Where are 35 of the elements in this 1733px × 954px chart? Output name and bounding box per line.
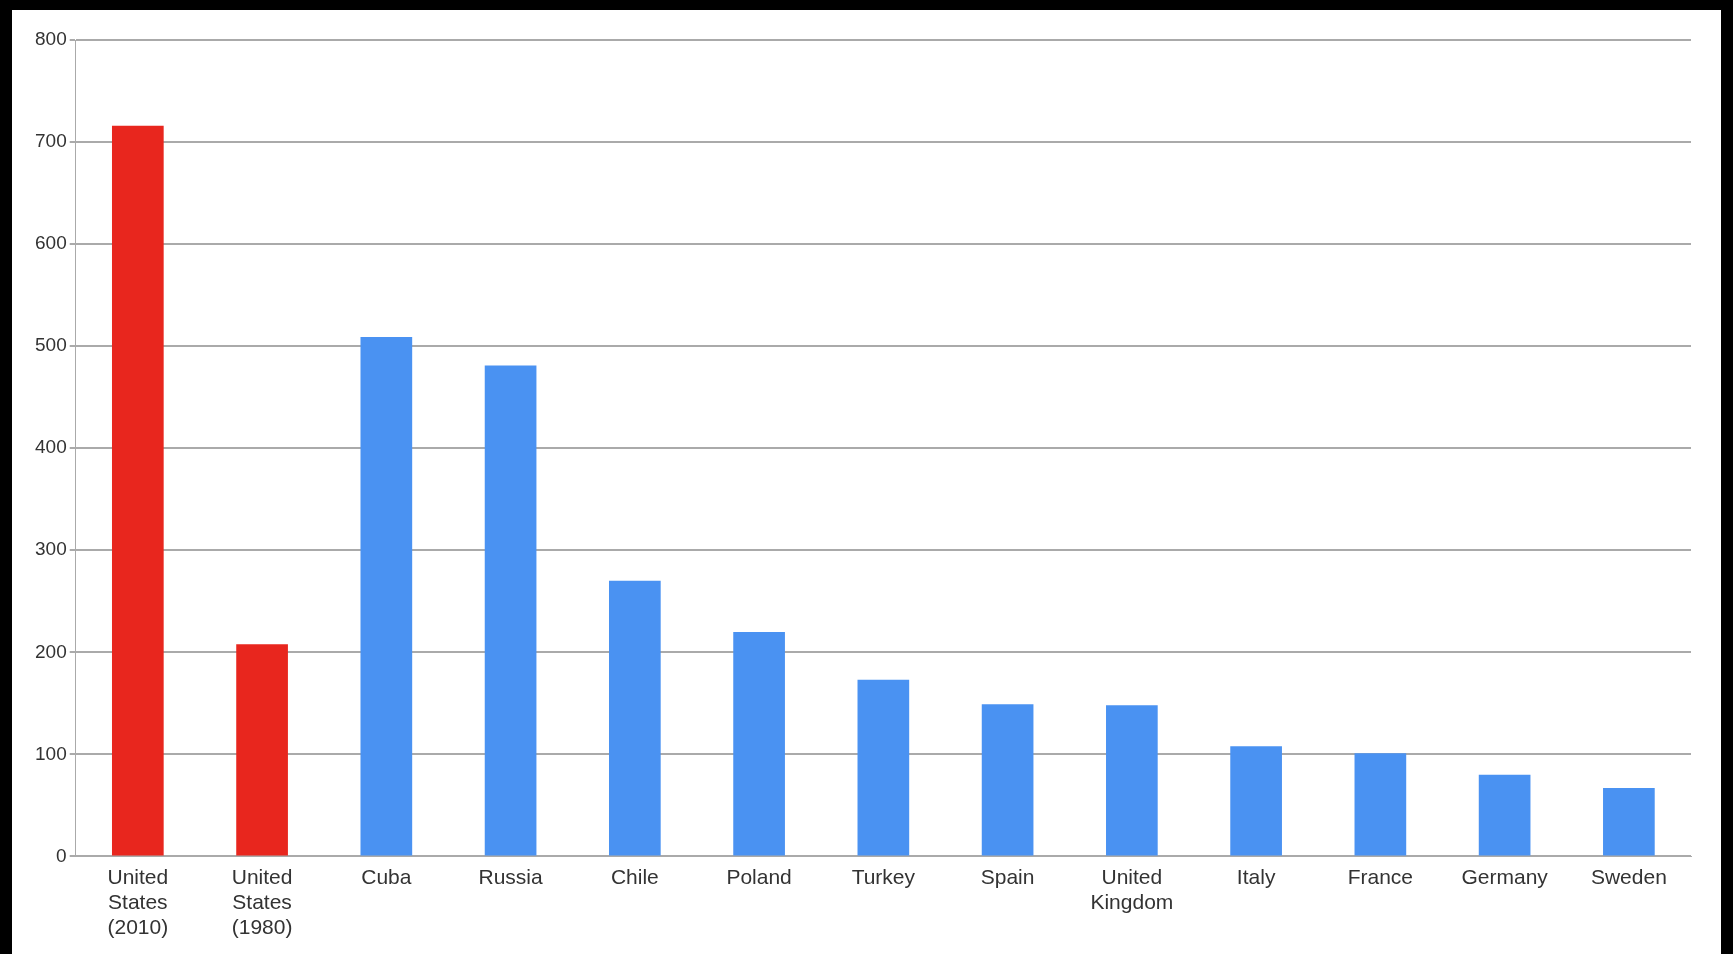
x-tick-label: Italy [1236,864,1276,888]
y-tick-label: 500 [35,334,67,356]
x-tick-label: United States (1980) [231,864,293,939]
x-tick-label: Cuba [361,864,412,888]
bar [857,679,910,856]
y-tick-label: 300 [35,538,67,560]
x-tick-label: Turkey [851,864,916,888]
y-tick-label: 0 [56,844,67,866]
x-tick-label: Chile [610,864,659,888]
bar [1603,788,1655,856]
x-tick-label: Sweden [1590,864,1667,888]
bar [1478,774,1531,856]
x-tick-label: United Kingdom [1090,864,1174,913]
x-tick-label: Germany [1461,864,1549,888]
bar [484,365,537,856]
bar [111,125,164,856]
bar [981,704,1034,856]
bar [609,580,661,856]
y-tick-label: 200 [35,640,67,662]
y-tick-label: 400 [35,436,67,458]
x-tick-label: France [1347,864,1414,888]
bar [236,644,288,856]
bar [733,631,785,856]
x-tick-label: United States (2010) [107,864,169,939]
x-tick-label: Poland [726,864,792,888]
y-tick-label: 800 [35,28,67,50]
y-tick-label: 600 [35,232,67,254]
bar [1230,746,1282,856]
bar [360,336,413,856]
x-tick-label: Spain [980,864,1035,888]
bar [1354,753,1407,856]
bar [1106,705,1158,856]
y-tick-label: 100 [35,742,67,764]
x-tick-label: Russia [478,864,543,888]
y-tick-label: 700 [35,130,67,152]
